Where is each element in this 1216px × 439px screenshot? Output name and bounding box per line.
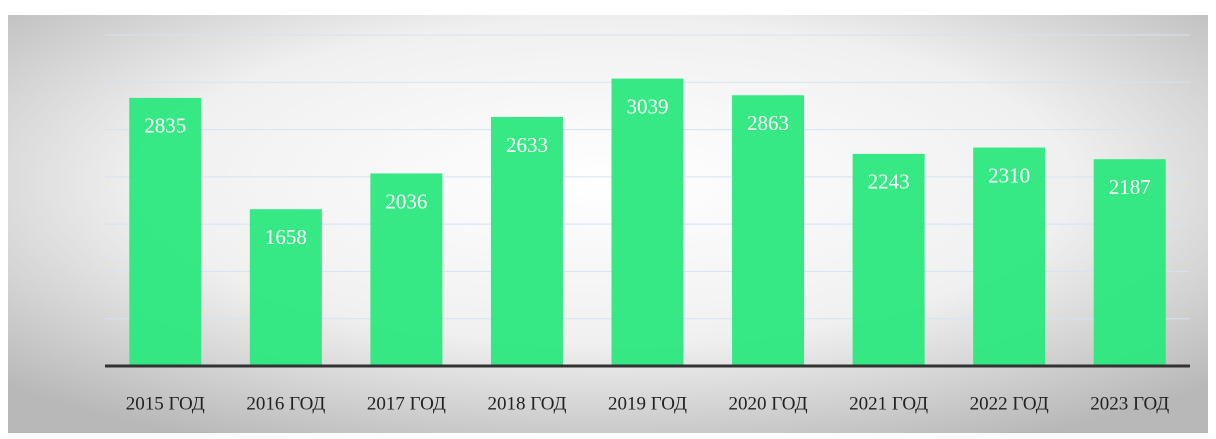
x-tick-label: 2023 ГОД xyxy=(1090,393,1169,414)
bar xyxy=(249,209,322,366)
bar xyxy=(370,173,443,366)
bar xyxy=(611,78,684,367)
x-tick-label: 2016 ГОД xyxy=(246,393,325,414)
data-label: 2310 xyxy=(988,163,1030,187)
data-label: 3039 xyxy=(627,94,669,118)
data-label: 2835 xyxy=(144,114,186,138)
bar xyxy=(129,97,202,366)
x-tick-label: 2021 ГОД xyxy=(849,393,928,414)
data-label: 1658 xyxy=(265,225,307,249)
bar xyxy=(973,147,1046,366)
bar xyxy=(852,153,925,366)
x-tick-label: 2018 ГОД xyxy=(487,393,566,414)
data-label: 2863 xyxy=(747,111,789,135)
x-tick-label: 2017 ГОД xyxy=(367,393,446,414)
bar xyxy=(1093,159,1166,366)
x-tick-label: 2022 ГОД xyxy=(970,393,1049,414)
x-tick-label: 2015 ГОД xyxy=(126,393,205,414)
data-label: 2633 xyxy=(506,133,548,157)
data-label: 2036 xyxy=(385,189,427,213)
x-tick-label: 2020 ГОД xyxy=(729,393,808,414)
bar xyxy=(490,116,563,366)
bar xyxy=(732,95,805,366)
data-label: 2187 xyxy=(1109,175,1151,199)
x-tick-label: 2019 ГОД xyxy=(608,393,687,414)
data-label: 2243 xyxy=(868,170,910,194)
